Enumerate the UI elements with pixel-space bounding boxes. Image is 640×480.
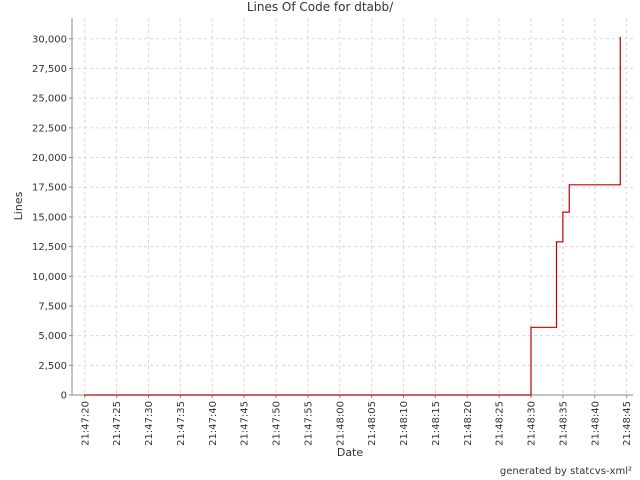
- x-axis-label: Date: [337, 446, 364, 459]
- y-tick-label: 5,000: [38, 331, 67, 342]
- y-tick-label: 27,500: [32, 64, 67, 75]
- chart-title: Lines Of Code for dtabb/: [247, 0, 394, 14]
- y-tick-label: 17,500: [32, 183, 67, 194]
- x-tick-label: 21:47:50: [272, 401, 283, 446]
- x-tick-label: 21:48:25: [495, 401, 506, 446]
- x-tick-label: 21:48:20: [463, 401, 474, 446]
- y-tick-label: 15,000: [32, 212, 67, 223]
- x-tick-label: 21:48:45: [622, 401, 633, 446]
- y-tick-label: 2,500: [38, 361, 67, 372]
- x-tick-label: 21:47:30: [144, 401, 155, 446]
- y-tick-label: 22,500: [32, 123, 67, 134]
- x-tick-label: 21:47:20: [80, 401, 91, 446]
- x-tick-label: 21:48:35: [558, 401, 569, 446]
- y-tick-label: 20,000: [32, 153, 67, 164]
- y-tick-label: 12,500: [32, 242, 67, 253]
- x-tick-label: 21:47:25: [112, 401, 123, 446]
- y-tick-label: 7,500: [38, 301, 67, 312]
- y-axis-label: Lines: [12, 191, 25, 220]
- y-tick-label: 10,000: [32, 272, 67, 283]
- y-tick-label: 30,000: [32, 34, 67, 45]
- x-tick-label: 21:47:40: [208, 401, 219, 446]
- y-tick-label: 25,000: [32, 94, 67, 105]
- footer: generated by statcvs-xml²: [500, 466, 632, 477]
- x-tick-label: 21:48:00: [335, 401, 346, 446]
- x-tick-label: 21:48:05: [367, 401, 378, 446]
- x-tick-label: 21:47:35: [176, 401, 187, 446]
- x-tick-label: 21:48:10: [399, 401, 410, 446]
- x-tick-label: 21:47:45: [240, 401, 251, 446]
- plot-area: [72, 18, 633, 395]
- x-tick-label: 21:48:15: [431, 401, 442, 446]
- y-tick-label: 0: [61, 391, 67, 402]
- x-tick-label: 21:47:55: [303, 401, 314, 446]
- x-tick-label: 21:48:30: [527, 401, 538, 446]
- x-tick-label: 21:48:40: [590, 401, 601, 446]
